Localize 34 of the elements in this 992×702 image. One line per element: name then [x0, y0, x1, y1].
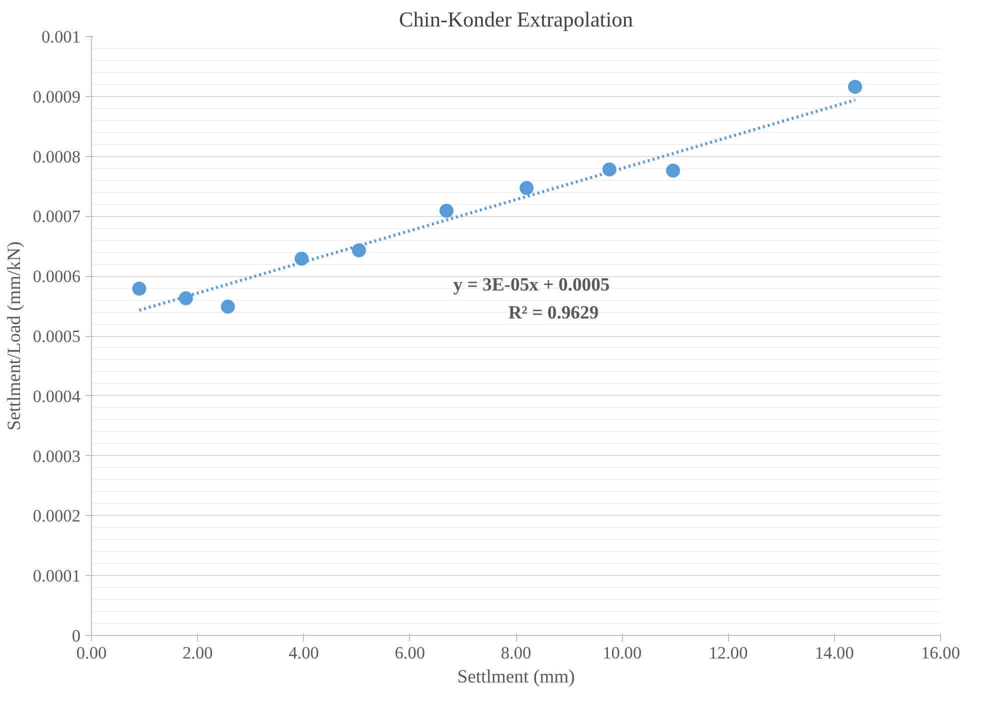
- x-tick-label: 8.00: [500, 644, 532, 662]
- y-tick-label: 0.0008: [32, 147, 81, 166]
- point: [294, 252, 309, 266]
- point: [848, 80, 862, 94]
- annotation: R² = 0.9629: [508, 302, 599, 324]
- y-tick-label: 0.0006: [32, 267, 81, 286]
- y-tick-label: 0.001: [42, 28, 81, 46]
- x-tick-label: 10.00: [602, 644, 642, 662]
- y-axis-title: Settlment/Load (mm/kN): [4, 241, 25, 431]
- point: [352, 243, 366, 258]
- x-tick-label: 6.00: [394, 644, 426, 662]
- x-tick-label: 2.00: [182, 644, 213, 662]
- x-tick-label: 16.00: [921, 644, 960, 662]
- point: [520, 181, 534, 196]
- point: [178, 291, 193, 306]
- y-tick-label: 0.0009: [32, 87, 81, 106]
- annotation: y = 3E-05x + 0.0005: [453, 274, 610, 296]
- chart-title: Chin-Konder Extrapolation: [399, 8, 634, 32]
- y-tick-label: 0.0001: [32, 566, 81, 586]
- point: [132, 282, 146, 296]
- y-tick-label: 0.0005: [32, 327, 81, 346]
- point: [220, 300, 235, 314]
- y-tick-label: 0.0002: [32, 506, 81, 526]
- x-tick-label: 14.00: [814, 644, 854, 662]
- x-tick-label: 0.00: [76, 644, 107, 662]
- x-tick-label: 4.00: [288, 644, 319, 662]
- y-tick-label: 0: [72, 626, 81, 646]
- x-axis-title: Settlment (mm): [457, 666, 575, 688]
- y-tick-label: 0.0004: [32, 386, 81, 406]
- point: [666, 164, 680, 178]
- point: [439, 204, 454, 218]
- y-tick-label: 0.0003: [32, 446, 81, 466]
- y-tick-label: 0.0007: [32, 207, 81, 226]
- x-tick-label: 12.00: [708, 644, 748, 662]
